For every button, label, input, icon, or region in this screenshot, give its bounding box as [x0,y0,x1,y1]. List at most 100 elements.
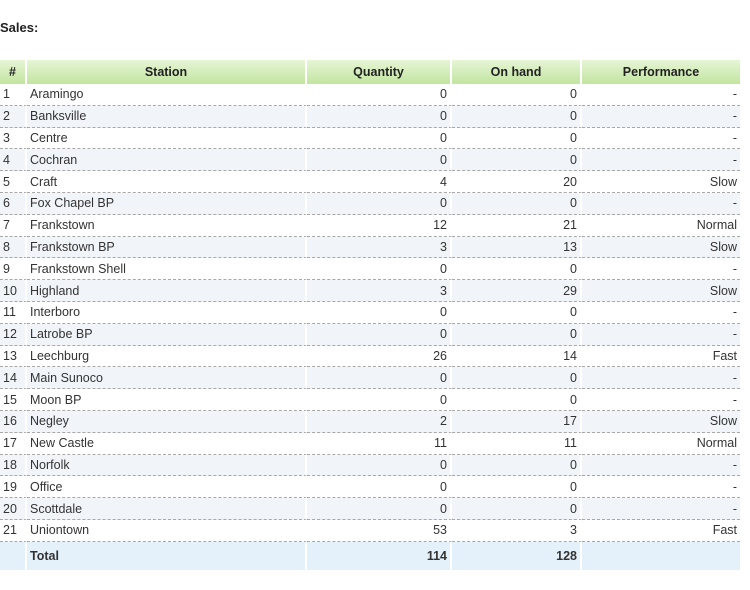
table-row: 6 Fox Chapel BP 0 0- [0,192,740,215]
cell-station: Negley [27,410,307,433]
cell-station: Craft [27,171,307,193]
cell-num: 14 [0,367,27,390]
cell-num: 12 [0,323,27,346]
cell-performance: - [582,389,740,411]
table-row: 17 New Castle 11 11 Normal [0,432,740,455]
cell-performance: Slow [582,410,740,433]
table-row: 3 Centre 0 0- [0,127,740,150]
cell-performance: - [582,454,740,477]
table-row: 21 Uniontown 53 3 Fast [0,519,740,542]
cell-quantity: 2 [307,410,452,433]
cell-on-hand: 0 [452,454,582,477]
cell-num: 18 [0,454,27,477]
table-body: 1 Aramingo 0 0-2 Banksville 0 0-3 Centre 0 0-4 Coc… [0,84,740,542]
table-row: 15 Moon BP 0 0- [0,389,740,411]
cell-station: Frankstown Shell [27,258,307,281]
cell-station: Latrobe BP [27,323,307,346]
cell-performance: Slow [582,236,740,259]
cell-quantity: 0 [307,301,452,324]
cell-num: 2 [0,105,27,128]
cell-quantity: 0 [307,84,452,106]
cell-station: Leechburg [27,345,307,368]
cell-quantity: 0 [307,127,452,150]
cell-num: 13 [0,345,27,368]
total-on-hand: 128 [452,541,582,570]
cell-num: 8 [0,236,27,259]
cell-quantity: 0 [307,149,452,172]
cell-on-hand: 0 [452,105,582,128]
cell-on-hand: 0 [452,301,582,324]
cell-num: 5 [0,171,27,193]
header-quantity: Quantity [307,60,452,84]
cell-station: Main Sunoco [27,367,307,390]
table-row: 8 Frankstown BP 3 13 Slow [0,236,740,259]
cell-performance: - [582,301,740,324]
cell-performance: Normal [582,432,740,455]
cell-on-hand: 0 [452,323,582,346]
cell-quantity: 0 [307,105,452,128]
cell-quantity: 0 [307,389,452,411]
cell-on-hand: 0 [452,498,582,520]
cell-on-hand: 0 [452,84,582,106]
cell-num: 6 [0,192,27,215]
cell-num: 17 [0,432,27,455]
total-label: Total [27,541,307,570]
cell-station: Uniontown [27,519,307,542]
cell-quantity: 3 [307,236,452,259]
cell-station: Fox Chapel BP [27,192,307,215]
cell-performance: - [582,84,740,106]
cell-num: 20 [0,498,27,520]
cell-on-hand: 0 [452,389,582,411]
cell-station: Interboro [27,301,307,324]
sales-table: # Station Quantity On hand Performance 1… [0,60,740,570]
header-on-hand: On hand [452,60,582,84]
table-row: 5 Craft 4 20 Slow [0,171,740,193]
cell-station: Highland [27,280,307,302]
cell-performance: - [582,367,740,390]
cell-on-hand: 0 [452,149,582,172]
cell-quantity: 26 [307,345,452,368]
cell-on-hand: 0 [452,192,582,215]
cell-num: 7 [0,214,27,237]
cell-on-hand: 11 [452,432,582,455]
table-row: 13 Leechburg 26 14 Fast [0,345,740,368]
cell-num: 21 [0,519,27,542]
cell-num: 1 [0,84,27,106]
table-row: 1 Aramingo 0 0- [0,84,740,106]
header-performance: Performance [582,60,740,84]
table-row: 20 Scottdale 0 0- [0,498,740,520]
cell-quantity: 0 [307,367,452,390]
cell-performance: Slow [582,171,740,193]
cell-quantity: 0 [307,192,452,215]
table-row: 12 Latrobe BP 0 0- [0,323,740,346]
total-row: Total 114 128 [0,541,740,570]
table-row: 11 Interboro 0 0- [0,301,740,324]
cell-station: Frankstown [27,214,307,237]
table-row: 16 Negley 2 17 Slow [0,410,740,433]
cell-station: Scottdale [27,498,307,520]
cell-station: Centre [27,127,307,150]
header-num: # [0,60,27,84]
cell-quantity: 53 [307,519,452,542]
cell-station: Norfolk [27,454,307,477]
cell-num: 15 [0,389,27,411]
table-row: 10 Highland 3 29 Slow [0,280,740,302]
table-header-row: # Station Quantity On hand Performance [0,60,740,84]
cell-station: New Castle [27,432,307,455]
cell-quantity: 0 [307,476,452,499]
table-row: 19 Office 0 0- [0,476,740,499]
table-row: 7 Frankstown 12 21 Normal [0,214,740,237]
cell-performance: - [582,258,740,281]
cell-on-hand: 0 [452,258,582,281]
cell-station: Cochran [27,149,307,172]
sales-heading: Sales: [0,20,39,35]
table-row: 2 Banksville 0 0- [0,105,740,128]
cell-performance: - [582,192,740,215]
table-row: 14 Main Sunoco 0 0- [0,367,740,390]
cell-station: Aramingo [27,84,307,106]
cell-num: 4 [0,149,27,172]
cell-station: Office [27,476,307,499]
cell-quantity: 0 [307,498,452,520]
cell-performance: Slow [582,280,740,302]
cell-station: Frankstown BP [27,236,307,259]
